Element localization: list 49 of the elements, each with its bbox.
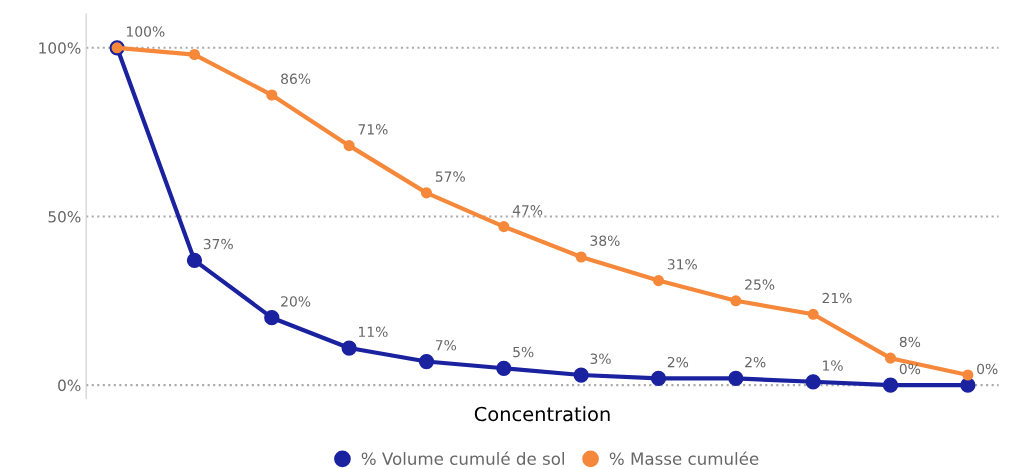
data-label: 57% bbox=[435, 171, 465, 182]
point bbox=[341, 340, 357, 356]
data-label: 86% bbox=[281, 73, 311, 85]
point bbox=[420, 187, 433, 199]
data-label: 100% bbox=[126, 26, 165, 37]
point bbox=[650, 370, 667, 387]
data-label: 8% bbox=[899, 336, 921, 348]
point bbox=[652, 275, 665, 287]
point bbox=[186, 252, 203, 268]
point bbox=[266, 89, 278, 101]
point bbox=[884, 352, 897, 364]
data-label: 38% bbox=[590, 235, 620, 246]
data-label: 47% bbox=[512, 205, 543, 216]
legend-label: % Masse cumulée bbox=[609, 451, 759, 466]
point bbox=[575, 251, 587, 263]
y-tick-label: 50% bbox=[48, 210, 81, 223]
y-tick-label: 100% bbox=[39, 42, 81, 54]
data-label: 1% bbox=[823, 360, 843, 371]
y-tick-label: 0% bbox=[58, 379, 81, 392]
point bbox=[730, 295, 742, 307]
point bbox=[573, 367, 589, 383]
point bbox=[805, 374, 821, 390]
data-label: 2% bbox=[745, 356, 766, 368]
point bbox=[418, 353, 435, 370]
data-label: 31% bbox=[667, 259, 697, 270]
data-label: 7% bbox=[435, 340, 457, 351]
x-axis-title: Concentration bbox=[474, 406, 610, 422]
data-label: 20% bbox=[281, 296, 311, 307]
point bbox=[882, 377, 899, 393]
point bbox=[343, 140, 355, 152]
data-label: 25% bbox=[745, 279, 775, 290]
point bbox=[807, 308, 819, 320]
data-label: 11% bbox=[359, 326, 388, 338]
point bbox=[728, 370, 744, 387]
data-label: 71% bbox=[358, 124, 388, 135]
data-label: 2% bbox=[667, 356, 689, 368]
data-label: 0% bbox=[977, 363, 998, 375]
point bbox=[188, 48, 201, 61]
point bbox=[264, 310, 280, 326]
data-label: 21% bbox=[822, 292, 852, 304]
point bbox=[498, 221, 510, 233]
data-label: 0% bbox=[899, 363, 921, 375]
point bbox=[960, 377, 976, 393]
legend-label: % Volume cumulé de sol bbox=[361, 451, 564, 466]
data-label: 5% bbox=[513, 346, 534, 358]
point bbox=[496, 360, 512, 376]
data-label: 37% bbox=[203, 238, 233, 250]
data-label: 3% bbox=[590, 353, 611, 365]
point bbox=[962, 369, 974, 381]
